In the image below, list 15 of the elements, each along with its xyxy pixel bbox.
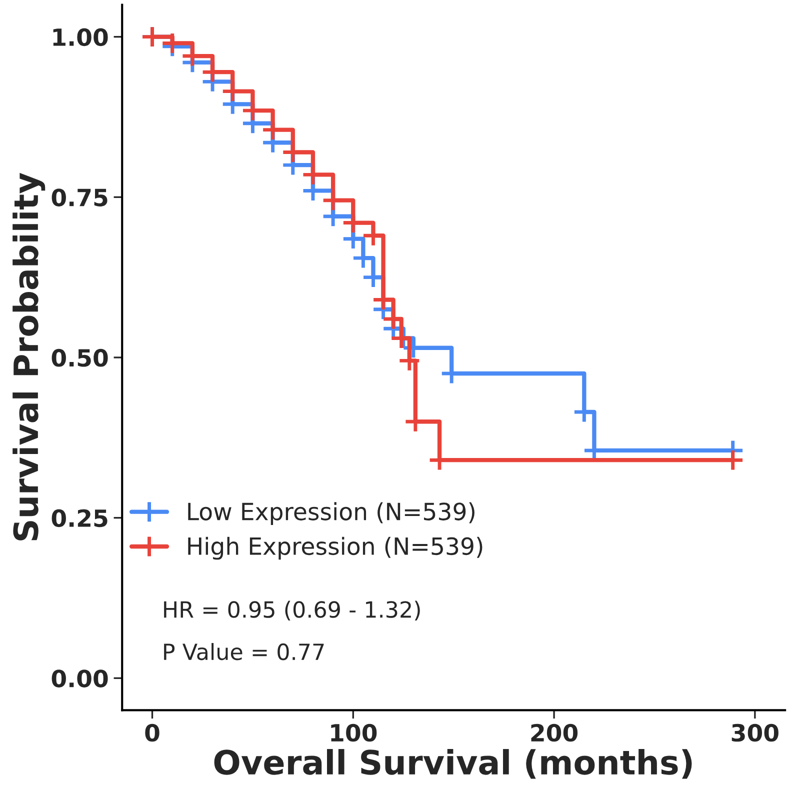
annotation: HR = 0.95 (0.69 - 1.32) — [164, 600, 420, 621]
x-tick-label: 200 — [531, 724, 578, 742]
x-tick-label: 300 — [732, 724, 778, 742]
legend-label: High Expression (N=539) — [188, 536, 482, 560]
y-tick-label: 0.00 — [52, 670, 108, 688]
x-tick-label: 100 — [331, 724, 377, 742]
y-tick-label: 1.00 — [53, 28, 108, 46]
x-axis-title: Overall Survival (months) — [214, 749, 692, 779]
y-axis-title: Survival Probability — [12, 172, 46, 540]
legend-label: Low Expression (N=539) — [188, 502, 474, 526]
y-tick-label: 0.25 — [52, 509, 108, 528]
annotation: P Value = 0.77 — [164, 643, 324, 660]
x-tick-label: 0 — [145, 724, 160, 742]
y-tick-label: 0.50 — [52, 348, 108, 367]
y-tick-label: 0.75 — [52, 188, 108, 206]
